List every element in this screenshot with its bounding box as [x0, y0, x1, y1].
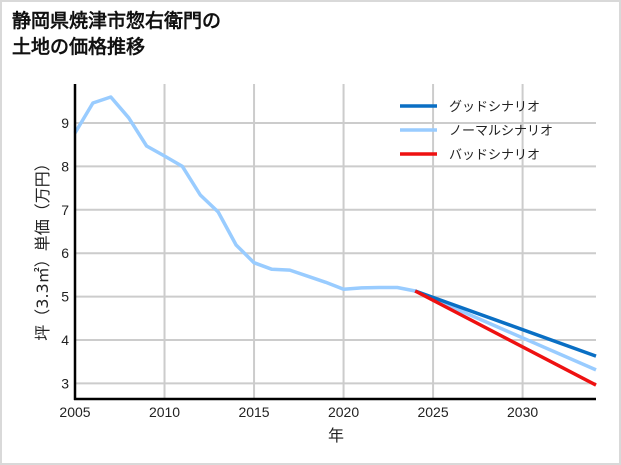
- chart-title-line1: 静岡県焼津市惣右衛門の: [12, 10, 222, 32]
- legend-label: グッドシナリオ: [449, 100, 540, 115]
- legend-item: バッドシナリオ: [400, 148, 540, 163]
- y-tick-label: 6: [61, 245, 69, 261]
- legend-item: ノーマルシナリオ: [400, 124, 553, 139]
- series-lines: [73, 95, 597, 387]
- y-tick-label: 3: [61, 375, 69, 391]
- axes: [73, 84, 596, 401]
- y-tick-label: 5: [61, 289, 69, 305]
- x-tick-label: 2010: [149, 404, 180, 420]
- x-tick-label: 2020: [328, 404, 359, 420]
- x-tick-label: 2015: [238, 404, 269, 420]
- y-tick-label: 4: [61, 332, 69, 348]
- x-axis-label: 年: [328, 426, 344, 445]
- series-line: [414, 289, 597, 387]
- y-axis-label: 坪（3.3㎡）単価（万円）: [33, 155, 52, 340]
- series-line: [73, 95, 597, 372]
- legend-label: バッドシナリオ: [449, 148, 540, 163]
- chart-title-line2: 土地の価格推移: [12, 36, 146, 58]
- y-tick-label: 9: [61, 115, 69, 131]
- series-line: [414, 289, 597, 358]
- chart-title: 静岡県焼津市惣右衛門の 土地の価格推移: [12, 8, 221, 60]
- legend-label: ノーマルシナリオ: [449, 124, 553, 139]
- y-axis-ticks: 3 4 5 6 7 8 9: [61, 115, 69, 391]
- x-tick-label: 2030: [507, 404, 538, 420]
- x-axis-ticks: 2005 2010 2015 2020 2025 2030: [59, 404, 538, 420]
- x-tick-label: 2005: [59, 404, 90, 420]
- y-tick-label: 7: [61, 202, 69, 218]
- x-tick-label: 2025: [417, 404, 448, 420]
- y-tick-label: 8: [61, 158, 69, 174]
- legend-item: グッドシナリオ: [400, 100, 540, 115]
